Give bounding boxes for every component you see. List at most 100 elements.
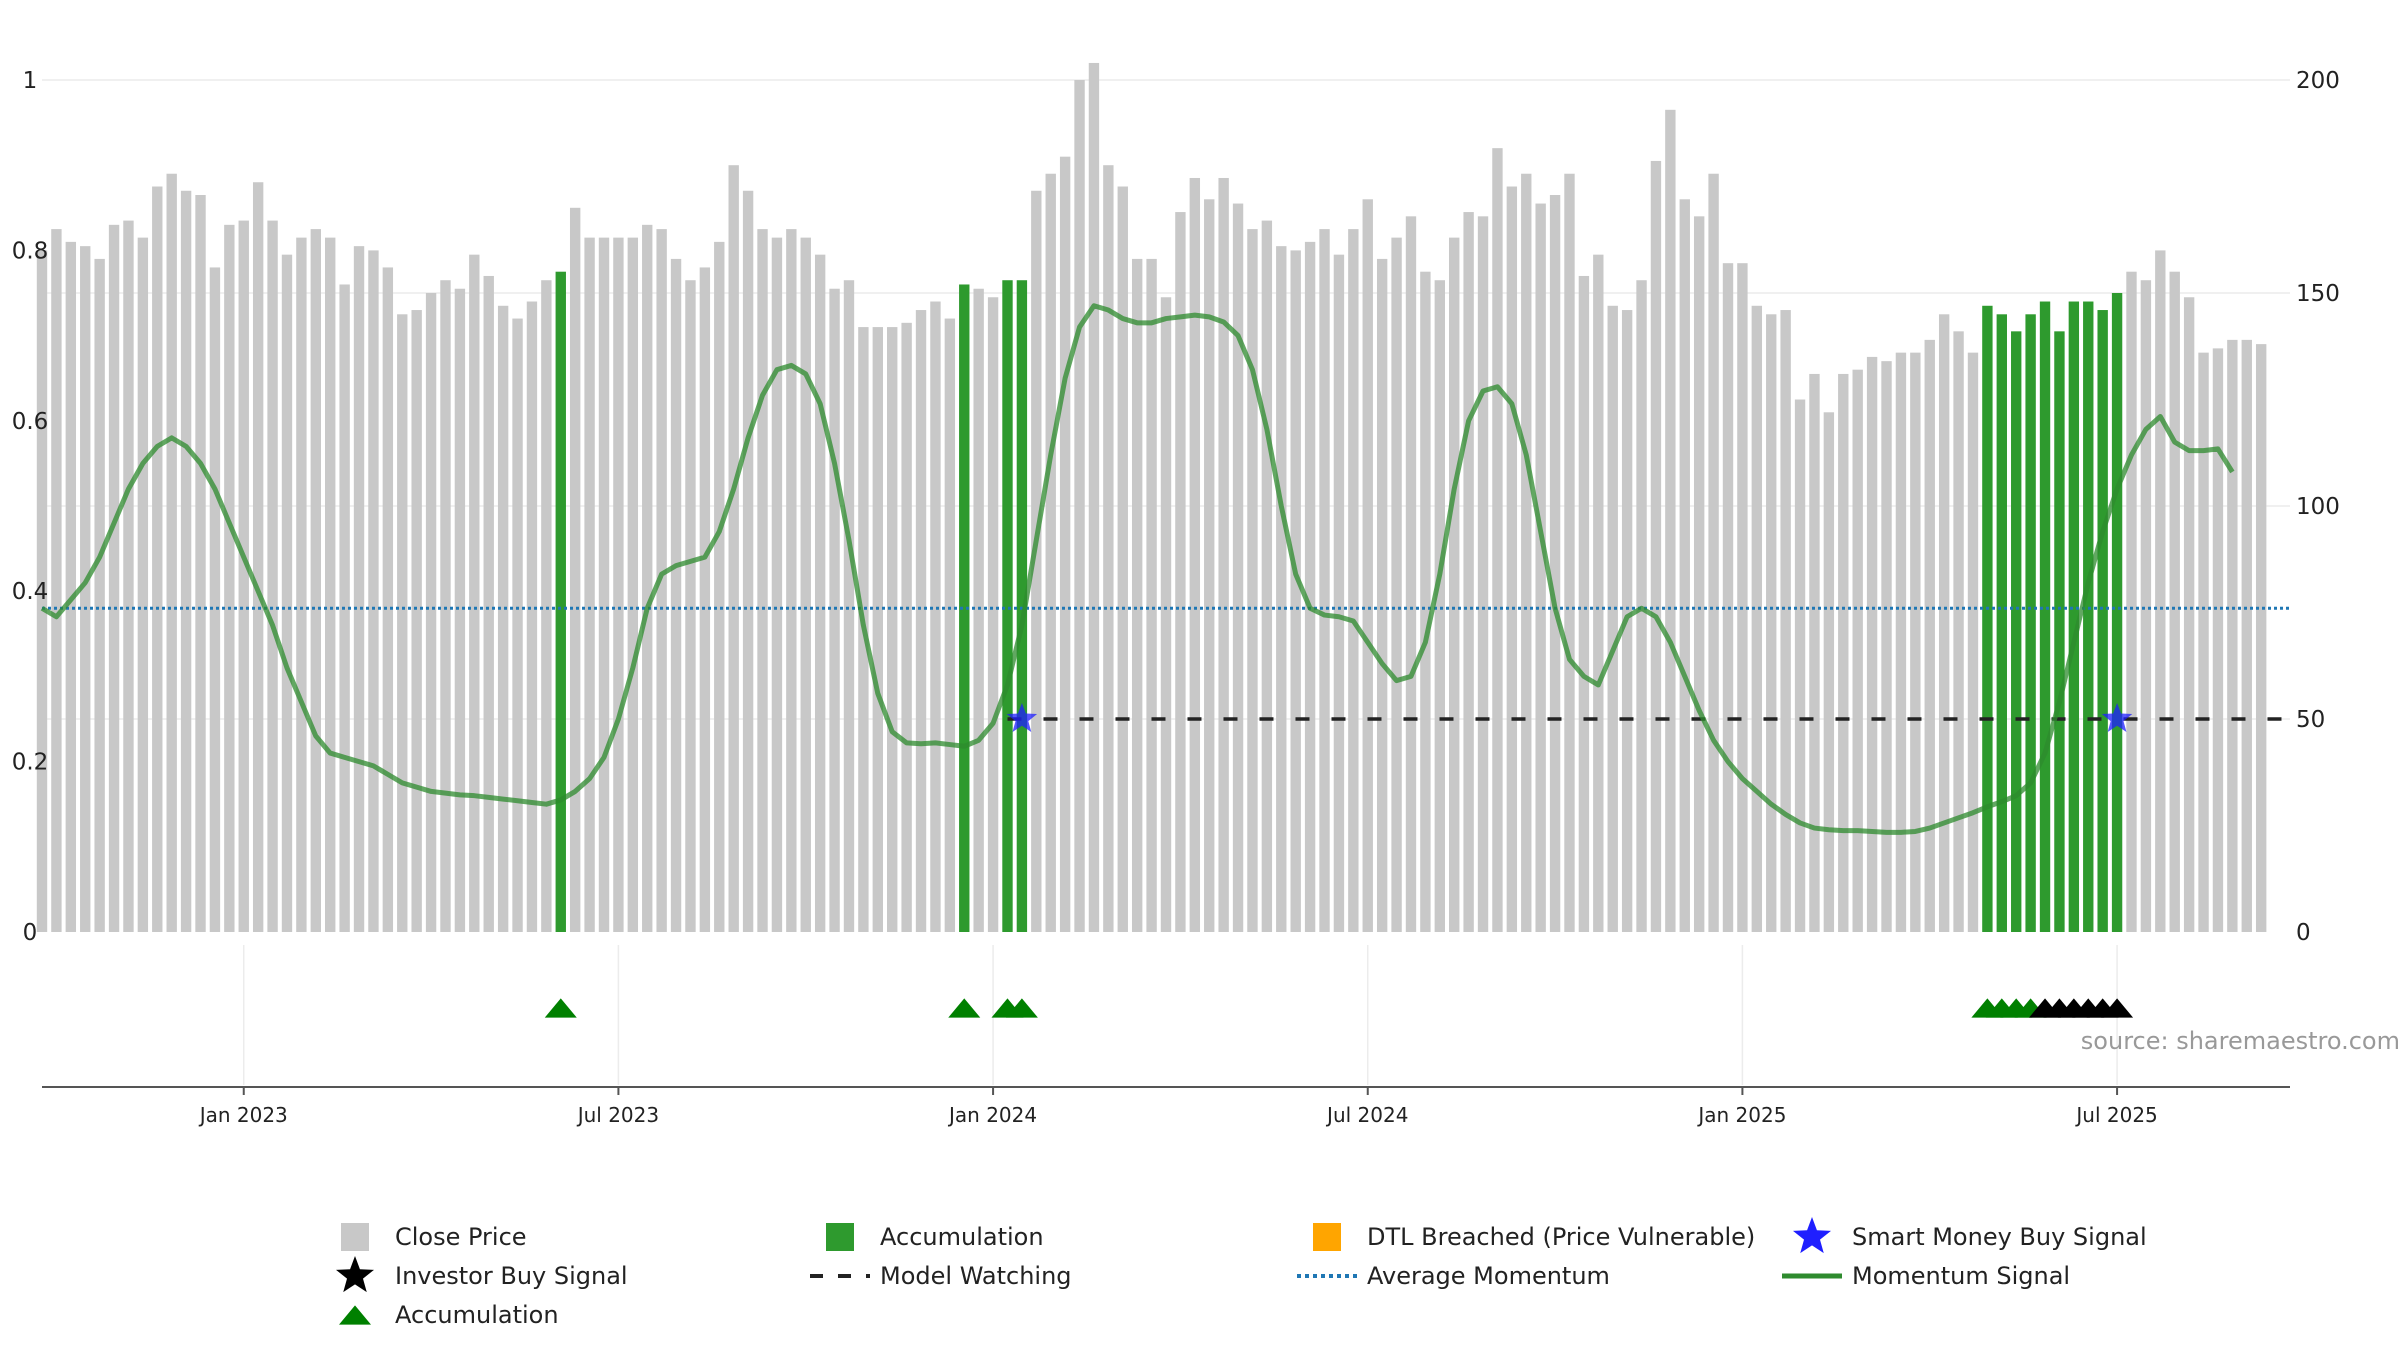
close-price-bar xyxy=(1348,229,1359,933)
legend-label: Accumulation xyxy=(395,1301,559,1329)
legend-swatch xyxy=(1313,1223,1341,1251)
close-price-bar xyxy=(325,237,336,932)
close-price-bar xyxy=(1218,177,1229,933)
close-price-bar xyxy=(1910,352,1921,932)
close-price-bar xyxy=(281,254,293,932)
left-tick-label: 0.6 xyxy=(12,409,49,435)
close-price-bar xyxy=(2241,339,2252,932)
right-tick-label: 50 xyxy=(2296,707,2325,733)
close-price-bar xyxy=(569,207,581,933)
legend-label: Smart Money Buy Signal xyxy=(1852,1223,2147,1251)
close-price-bar xyxy=(1866,356,1878,932)
close-price-bar xyxy=(1059,156,1071,932)
legend-smart-money: Smart Money Buy Signal xyxy=(1792,1217,2147,1254)
x-tick-label: Jul 2024 xyxy=(1325,1103,1408,1127)
close-price-bar xyxy=(1521,173,1532,933)
close-price-bar xyxy=(1679,199,1690,932)
close-price-bar xyxy=(2198,352,2209,932)
close-price-bar xyxy=(469,254,480,932)
close-price-bar xyxy=(1319,229,1330,933)
close-price-bar xyxy=(1722,263,1734,932)
right-tick-label: 200 xyxy=(2296,68,2340,94)
close-price-bar xyxy=(1967,352,1979,932)
close-price-bar xyxy=(440,280,451,933)
x-tick-label: Jan 2024 xyxy=(947,1103,1037,1127)
left-tick-label: 0.8 xyxy=(12,238,49,264)
accumulation-bar xyxy=(2111,293,2123,932)
legend: Close Price Accumulation DTL Breached (Pri… xyxy=(335,1217,2147,1329)
close-price-bar xyxy=(209,267,221,932)
legend-label: Accumulation xyxy=(880,1223,1044,1251)
accumulation-bar xyxy=(2011,331,2022,933)
accumulation-marker xyxy=(1005,998,1038,1018)
legend-accumulation-bar: Accumulation xyxy=(826,1223,1044,1251)
close-price-bar xyxy=(526,301,538,932)
close-price-bar xyxy=(1766,314,1777,932)
close-price-bar xyxy=(36,250,48,932)
close-price-bar xyxy=(1434,280,1445,933)
right-tick-label: 100 xyxy=(2296,494,2340,520)
close-price-bar xyxy=(2183,297,2195,932)
close-price-bar xyxy=(1247,229,1258,933)
accumulation-bar xyxy=(2025,314,2036,932)
legend-swatch xyxy=(341,1223,369,1251)
close-price-bar xyxy=(1924,339,1935,932)
close-price-bar xyxy=(901,322,912,932)
close-price-bar xyxy=(2255,344,2267,932)
x-tick-label: Jan 2023 xyxy=(198,1103,288,1127)
close-price-bar xyxy=(1492,148,1503,932)
close-price-bar xyxy=(425,293,437,932)
close-price-bar xyxy=(1665,109,1676,932)
close-price-bar xyxy=(1304,241,1316,932)
legend-investor-buy: Investor Buy Signal xyxy=(335,1256,628,1293)
close-price-bars xyxy=(36,62,2267,933)
close-price-bar xyxy=(1146,258,1157,932)
legend-star xyxy=(335,1256,375,1293)
close-price-bar xyxy=(814,254,826,932)
close-price-bar xyxy=(238,220,249,932)
close-price-bar xyxy=(1175,212,1186,932)
close-price-bar xyxy=(166,173,177,933)
right-tick-label: 0 xyxy=(2296,920,2311,946)
close-price-bar xyxy=(1780,310,1791,932)
close-price-bar xyxy=(887,327,898,933)
close-price-bar xyxy=(224,224,235,933)
close-price-bar xyxy=(1031,190,1042,932)
close-price-bar xyxy=(1751,305,1763,932)
close-price-bar xyxy=(829,288,840,932)
accumulation-bar xyxy=(2068,301,2080,932)
close-price-bar xyxy=(670,258,682,932)
close-price-bar xyxy=(1276,246,1287,932)
x-tick-label: Jul 2023 xyxy=(576,1103,659,1127)
close-price-bar xyxy=(483,275,494,933)
close-price-bar xyxy=(267,220,278,932)
right-axis-ticks: 0 50 100 150 200 xyxy=(2296,68,2340,946)
close-price-bar xyxy=(1420,271,1431,932)
close-price-bar xyxy=(1045,173,1056,933)
close-price-bar xyxy=(2169,271,2180,932)
close-price-bar xyxy=(353,246,365,932)
close-price-bar xyxy=(1881,361,1892,932)
x-tick-label: Jan 2025 xyxy=(1696,1103,1786,1127)
close-price-bar xyxy=(411,310,422,932)
accumulation-marker xyxy=(544,998,577,1018)
source-label: source: sharemaestro.com xyxy=(2081,1027,2400,1055)
close-price-bar xyxy=(613,237,624,932)
close-price-bar xyxy=(1838,373,1849,932)
close-price-bar xyxy=(2155,250,2166,932)
left-axis-ticks: 0 0.2 0.4 0.6 0.8 1 xyxy=(12,68,49,946)
close-price-bar xyxy=(94,258,105,932)
smart-money-signals xyxy=(1006,703,2133,732)
close-price-bar xyxy=(584,237,595,932)
close-price-bar xyxy=(152,186,163,932)
close-price-bar xyxy=(1232,203,1244,933)
close-price-bar xyxy=(382,267,394,932)
legend-star xyxy=(1792,1217,1832,1254)
accumulation-bar xyxy=(959,284,970,933)
legend-label: Investor Buy Signal xyxy=(395,1262,628,1290)
legend-accumulation-marker: Accumulation xyxy=(339,1301,559,1329)
legend-label: Momentum Signal xyxy=(1852,1262,2070,1290)
accumulation-bar xyxy=(2054,331,2065,933)
close-price-bar xyxy=(699,267,711,932)
